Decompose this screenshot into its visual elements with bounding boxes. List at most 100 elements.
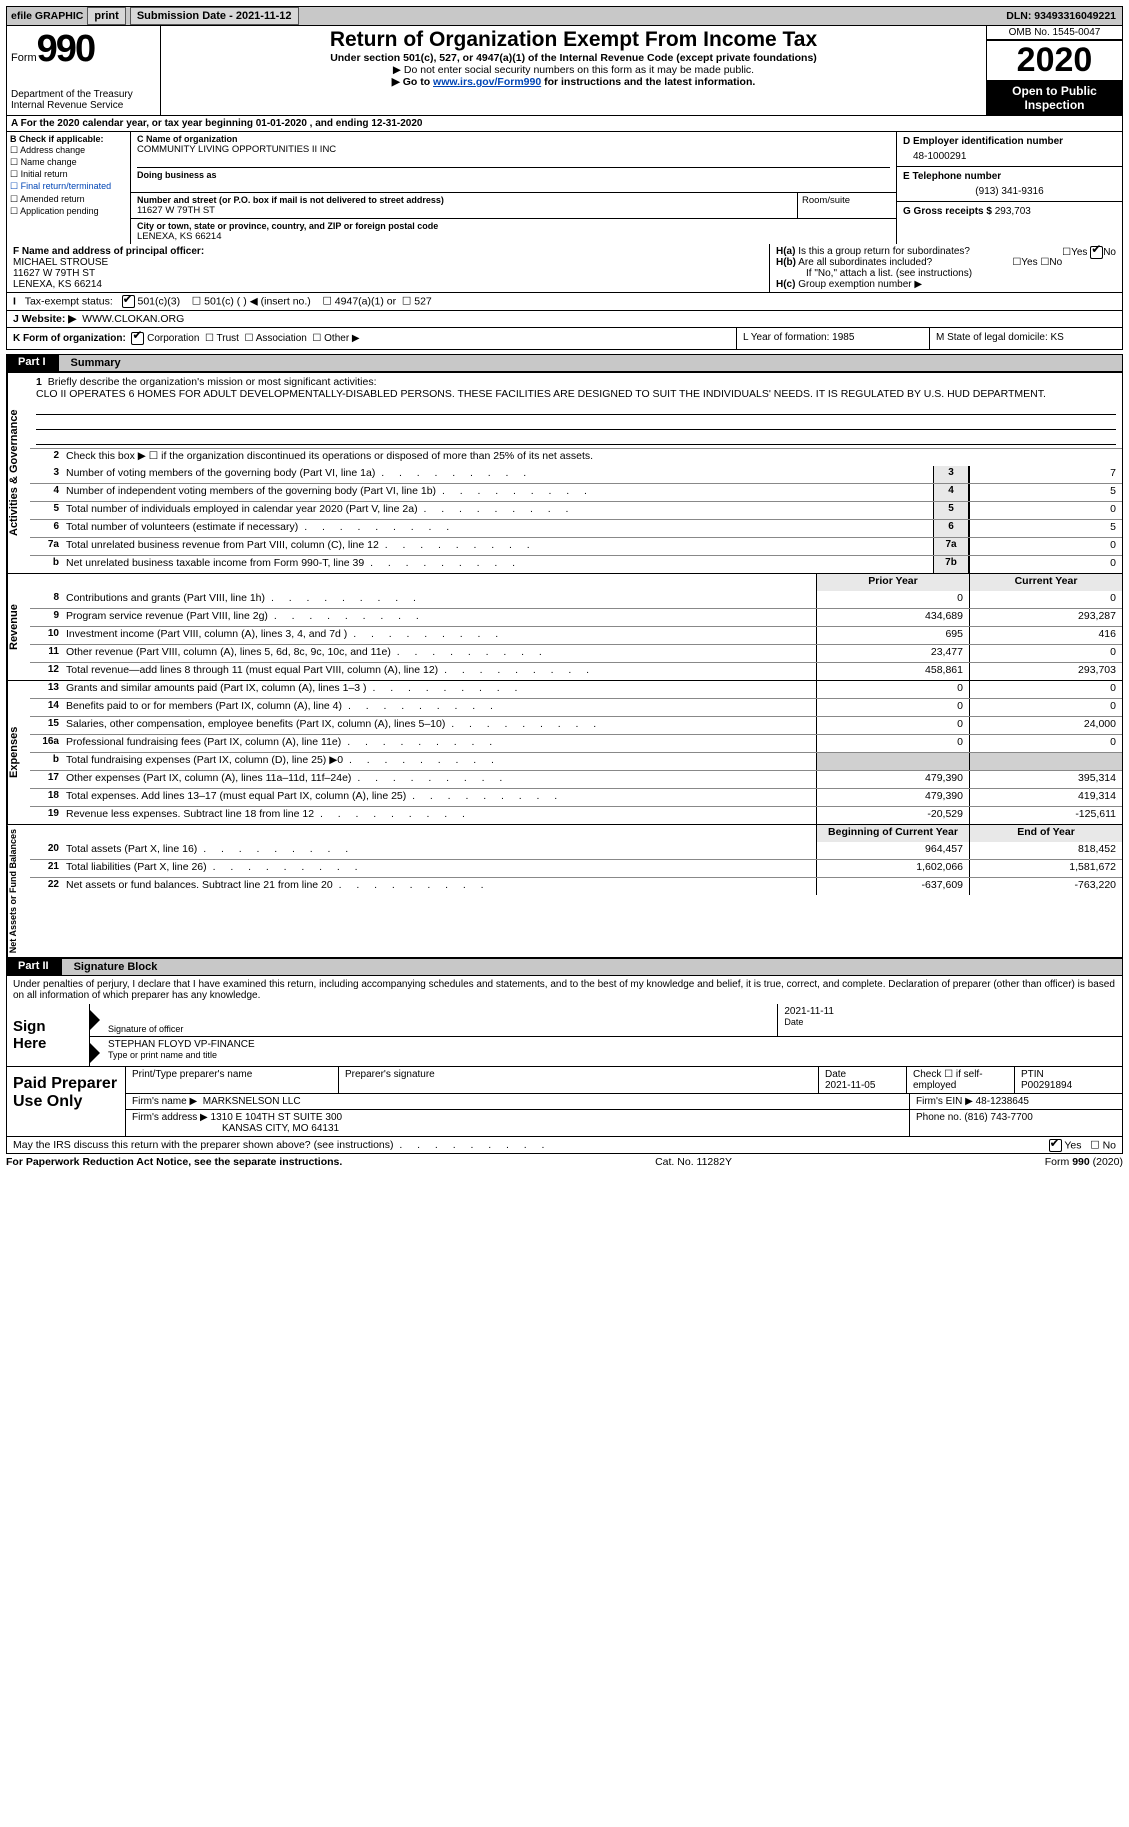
dept-irs: Internal Revenue Service (11, 100, 156, 111)
sig-name: STEPHAN FLOYD VP-FINANCE (108, 1039, 1116, 1050)
h-box: H(a) Is this a group return for subordin… (770, 244, 1122, 292)
chk-application-pending[interactable]: ☐ Application pending (10, 205, 127, 217)
column-b-checkboxes: B Check if applicable: ☐ Address change … (7, 132, 131, 244)
side-expenses: Expenses (7, 681, 30, 824)
open-to-public: Open to Public Inspection (987, 81, 1122, 115)
fin-row: 20 Total assets (Part X, line 16) 964,45… (30, 842, 1122, 859)
sig-name-label: Type or print name and title (108, 1050, 1116, 1060)
mission-text: CLO II OPERATES 6 HOMES FOR ADULT DEVELO… (36, 388, 1046, 400)
efile-label: efile GRAPHIC (7, 10, 83, 22)
opt-other: Other ▶ (324, 333, 359, 344)
penalty-statement: Under penalties of perjury, I declare th… (13, 979, 1115, 1001)
firm-name-label: Firm's name ▶ (132, 1096, 197, 1107)
column-d: D Employer identification number 48-1000… (896, 132, 1122, 244)
k-label: K Form of organization: (13, 333, 126, 344)
addr-hdr: Number and street (or P.O. box if mail i… (137, 195, 791, 205)
sign-here-label: Sign Here (7, 1004, 89, 1066)
gross-hdr: G Gross receipts $ (903, 206, 992, 217)
suite-hdr: Room/suite (802, 195, 892, 206)
print-button[interactable]: print (87, 7, 125, 25)
submission-date-box: Submission Date - 2021-11-12 (130, 7, 299, 25)
fin-row: 16a Professional fundraising fees (Part … (30, 734, 1122, 752)
chk-address-change[interactable]: ☐ Address change (10, 144, 127, 156)
tel-value: (913) 341-9316 (903, 182, 1116, 197)
chk-amended-return[interactable]: ☐ Amended return (10, 193, 127, 205)
chk-initial-return[interactable]: ☐ Initial return (10, 168, 127, 180)
website-label: J Website: ▶ (13, 313, 76, 325)
revenue-section: Revenue Prior Year Current Year 8 Contri… (6, 574, 1123, 681)
gov-row: 6 Total number of volunteers (estimate i… (30, 519, 1122, 537)
org-name-hdr: C Name of organization (137, 134, 890, 144)
irs-link[interactable]: www.irs.gov/Form990 (433, 76, 541, 88)
footer-left: For Paperwork Reduction Act Notice, see … (6, 1156, 342, 1168)
gov-row: 7a Total unrelated business revenue from… (30, 537, 1122, 555)
form-id-box: Form 990 Department of the Treasury Inte… (7, 26, 161, 115)
opt-assoc: Association (256, 333, 307, 344)
fin-row: 15 Salaries, other compensation, employe… (30, 716, 1122, 734)
opt-501c3: 501(c)(3) (138, 295, 181, 307)
dln-label: DLN: 93493316049221 (1006, 10, 1122, 22)
row-f-h: F Name and address of principal officer:… (6, 244, 1123, 293)
tax-exempt-row: I Tax-exempt status: 501(c)(3) ☐ 501(c) … (6, 293, 1123, 311)
firm-ein-label: Firm's EIN ▶ (916, 1096, 973, 1107)
gov-row: 5 Total number of individuals employed i… (30, 501, 1122, 519)
opt-527: 527 (414, 295, 432, 307)
form-header: Form 990 Department of the Treasury Inte… (6, 26, 1123, 116)
ein-value: 48-1000291 (903, 147, 1116, 162)
open-line-1: Open to Public (987, 84, 1122, 98)
part-2-title: Signature Block (61, 958, 1123, 976)
top-toolbar: efile GRAPHIC print Submission Date - 20… (6, 6, 1123, 26)
org-name: COMMUNITY LIVING OPPORTUNITIES II INC (137, 144, 890, 155)
fin-row: 21 Total liabilities (Part X, line 26) 1… (30, 859, 1122, 877)
goto-suffix: for instructions and the latest informat… (541, 76, 755, 88)
footer: For Paperwork Reduction Act Notice, see … (6, 1154, 1123, 1170)
gross-value: 293,703 (995, 206, 1031, 217)
form-subtitle-3: ▶ Go to www.irs.gov/Form990 for instruct… (169, 76, 978, 88)
part-2-header: Part II Signature Block (6, 958, 1123, 976)
line-a-period: A For the 2020 calendar year, or tax yea… (6, 116, 1123, 132)
prep-h2: Preparer's signature (339, 1067, 819, 1093)
form-title-box: Return of Organization Exempt From Incom… (161, 26, 986, 115)
firm-ein: 48-1238645 (976, 1096, 1029, 1107)
firm-addr-label: Firm's address ▶ (132, 1112, 208, 1123)
chk-final-return[interactable]: ☐ Final return/terminated (10, 180, 127, 192)
opt-501c: 501(c) ( ) ◀ (insert no.) (204, 295, 311, 307)
part-1-tab: Part I (6, 354, 58, 372)
tax-status-label: Tax-exempt status: (25, 295, 113, 307)
prep-h5: PTIN (1021, 1069, 1044, 1080)
h-note: If "No," attach a list. (see instruction… (776, 268, 1116, 279)
gov-row: 3 Number of voting members of the govern… (30, 466, 1122, 483)
sign-here-block: Sign Here Signature of officer 2021-11-1… (6, 1004, 1123, 1067)
form-number: 990 (37, 28, 94, 71)
state-domicile: M State of legal domicile: KS (930, 328, 1122, 349)
chk-501c3 (122, 295, 135, 308)
part-1-header: Part I Summary (6, 354, 1123, 372)
paid-preparer-label: Paid Preparer Use Only (7, 1067, 125, 1136)
chk-name-change[interactable]: ☐ Name change (10, 156, 127, 168)
col-boy: Beginning of Current Year (816, 825, 969, 842)
firm-addr2: KANSAS CITY, MO 64131 (132, 1123, 339, 1134)
part-1-title: Summary (58, 354, 1123, 372)
f-header: F Name and address of principal officer: (13, 246, 204, 257)
tax-year: 2020 (987, 40, 1122, 81)
ha-no-checked (1090, 246, 1103, 259)
netassets-section: Net Assets or Fund Balances Beginning of… (6, 825, 1123, 958)
city-state-zip: LENEXA, KS 66214 (137, 231, 890, 242)
fin-row: 13 Grants and similar amounts paid (Part… (30, 681, 1122, 698)
part-2-tab: Part II (6, 958, 61, 976)
website-value: WWW.CLOKAN.ORG (82, 313, 184, 325)
opt-4947: 4947(a)(1) or (335, 295, 396, 307)
ein-hdr: D Employer identification number (903, 136, 1116, 147)
chk-corporation (131, 332, 144, 345)
prep-h3: Date (825, 1069, 846, 1080)
prep-ptin: P00291894 (1021, 1080, 1072, 1091)
discuss-yes-checked (1049, 1139, 1062, 1152)
form-subtitle-1: Under section 501(c), 527, or 4947(a)(1)… (169, 52, 978, 64)
form-subtitle-2: ▶ Do not enter social security numbers o… (169, 64, 978, 76)
row-klm: K Form of organization: Corporation ☐ Tr… (6, 328, 1123, 350)
opt-trust: Trust (217, 333, 239, 344)
officer-name: MICHAEL STROUSE (13, 257, 108, 268)
sig-date: 2021-11-11 (784, 1006, 1116, 1017)
form-title: Return of Organization Exempt From Incom… (169, 28, 978, 52)
fin-row: 11 Other revenue (Part VIII, column (A),… (30, 644, 1122, 662)
